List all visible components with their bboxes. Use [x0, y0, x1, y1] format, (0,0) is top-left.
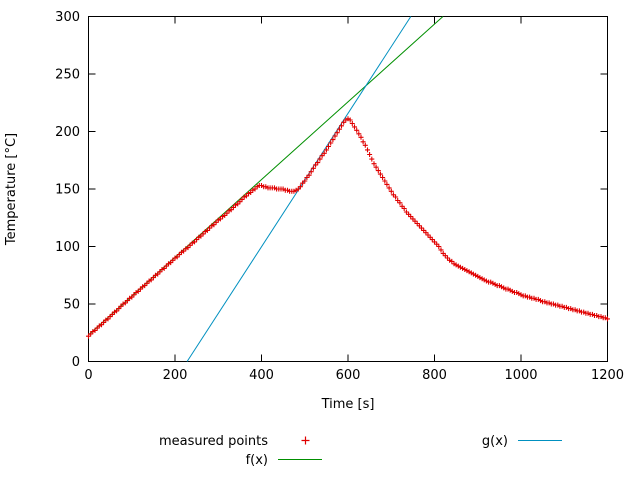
f-fit-line: [88, 16, 444, 336]
y-axis-title: Temperature [°C]: [4, 133, 19, 246]
x-tick-label: 1000: [504, 368, 537, 383]
legend-label-g: g(x): [482, 434, 508, 449]
measured-points-markers: [86, 116, 610, 339]
legend-label-f: f(x): [246, 453, 268, 468]
y-tick-label: 100: [55, 240, 80, 255]
y-tick-label: 150: [55, 183, 80, 198]
x-tick-label: 800: [422, 368, 447, 383]
legend-label-measured-points: measured points: [159, 434, 268, 449]
legend: measured points g(x) f(x): [159, 434, 562, 468]
x-tick-label: 200: [163, 368, 188, 383]
axis-ticks: 0 200 400 600 800 1000 1200 0 50 100 150 200 250 300: [55, 10, 624, 383]
data-series: [86, 16, 610, 362]
y-tick-label: 0: [72, 355, 80, 370]
x-tick-label: 400: [249, 368, 274, 383]
y-tick-label: 250: [55, 68, 80, 83]
legend-measured-points-marker: [301, 436, 310, 445]
y-tick-label: 300: [55, 10, 80, 25]
x-axis-title: Time [s]: [321, 397, 375, 412]
y-tick-label: 200: [55, 125, 80, 140]
x-tick-label: 0: [84, 368, 92, 383]
y-tick-label: 50: [63, 298, 80, 313]
x-tick-label: 600: [336, 368, 361, 383]
x-tick-label: 1200: [591, 368, 624, 383]
